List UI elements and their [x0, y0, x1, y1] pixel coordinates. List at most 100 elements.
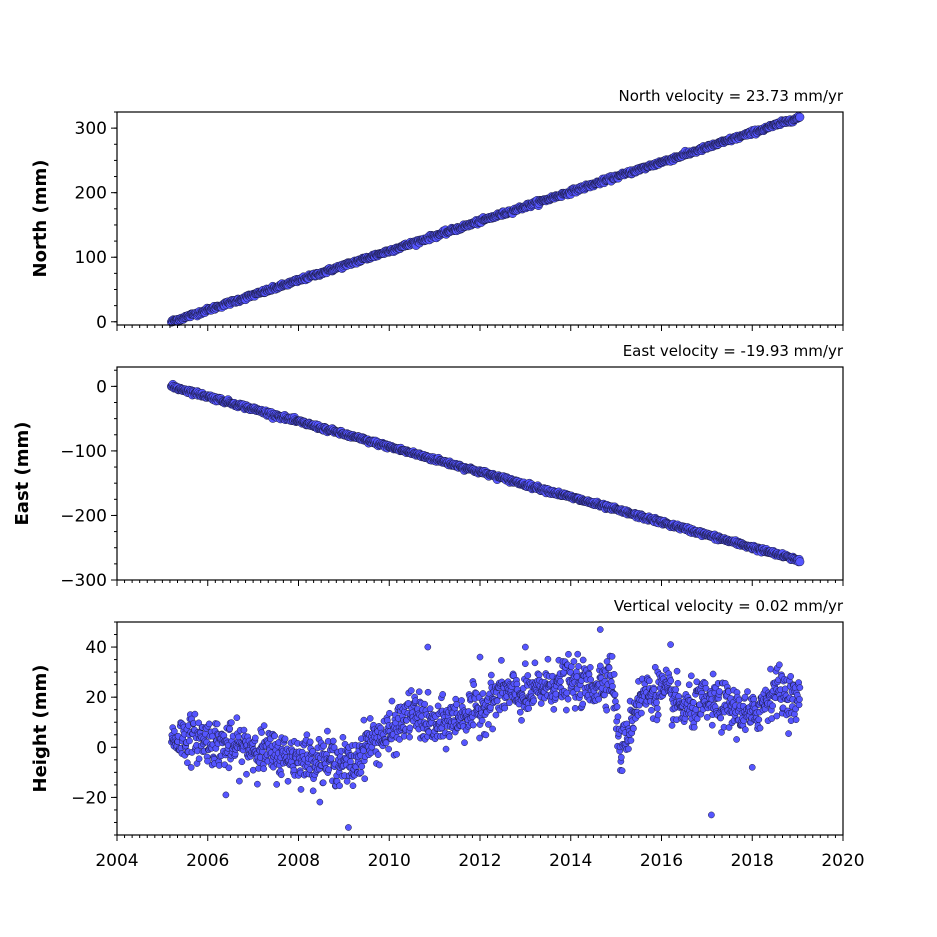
height-data-point [625, 745, 632, 753]
height-data-point [426, 705, 434, 712]
height-data-point [773, 712, 781, 720]
height-data-point [273, 781, 281, 788]
height-data-point [687, 672, 695, 680]
height-data-point [627, 737, 635, 744]
height-data-point [343, 778, 351, 785]
height-outlier-point [345, 824, 352, 831]
height-data-point [744, 688, 751, 695]
height-data-point [586, 664, 594, 671]
height-data-point [518, 716, 525, 724]
height-y-tick-label: 0 [96, 738, 107, 758]
height-data-point [795, 701, 803, 709]
height-data-point [796, 684, 804, 691]
height-data-point [570, 658, 578, 665]
height-data-point [254, 780, 261, 788]
height-data-point [233, 714, 241, 722]
height-data-point [613, 703, 621, 711]
height-data-point [755, 716, 763, 723]
height-data-point [393, 750, 400, 758]
x-tick-label: 2020 [821, 851, 864, 871]
height-data-point [187, 764, 195, 771]
height-data-point [674, 679, 682, 687]
height-scatter-points [168, 626, 804, 831]
height-data-point [339, 733, 347, 741]
height-data-point [238, 758, 246, 766]
height-data-point [654, 711, 662, 719]
height-data-point [235, 733, 242, 741]
height-data-point [646, 677, 653, 685]
north-data-point [795, 112, 805, 122]
height-data-point [260, 765, 268, 773]
height-data-point [537, 700, 545, 707]
east-data-point [795, 557, 805, 567]
height-data-point [236, 777, 243, 785]
height-data-point [386, 709, 393, 717]
height-data-point [271, 732, 278, 740]
east-scatter-points [167, 379, 805, 567]
height-outlier-point [708, 811, 715, 819]
height-data-point [376, 761, 383, 769]
height-data-point [453, 701, 460, 708]
height-data-point [525, 705, 532, 712]
height-data-point [673, 667, 681, 675]
north-y-tick-label: 100 [75, 248, 107, 268]
height-data-point [316, 798, 324, 806]
height-data-point [544, 655, 552, 663]
height-outlier-point [667, 641, 674, 648]
height-data-point [487, 671, 495, 679]
east-y-tick-label: −200 [60, 506, 107, 526]
height-data-point [709, 670, 717, 678]
height-data-point [306, 738, 314, 746]
height-data-point [776, 661, 783, 669]
height-data-point [461, 739, 468, 747]
height-data-point [446, 733, 453, 741]
height-data-point [595, 695, 603, 703]
x-tick-label: 2014 [549, 851, 592, 871]
height-data-point [489, 725, 496, 733]
height-outlier-point [476, 653, 484, 661]
height-data-point [506, 699, 513, 707]
east-y-axis-label: East (mm) [12, 422, 33, 526]
height-data-point [742, 726, 749, 734]
height-outlier-point [522, 643, 529, 651]
height-data-point [191, 710, 199, 718]
height-data-point [550, 706, 558, 713]
height-data-point [277, 771, 285, 779]
height-data-point [424, 688, 432, 696]
height-data-point [603, 706, 610, 714]
height-data-point [349, 782, 357, 790]
height-data-point [579, 700, 587, 708]
height-data-point [361, 775, 369, 783]
height-data-point [690, 723, 698, 731]
east-y-tick-label: 0 [96, 377, 107, 397]
height-y-ticks: −20 0 20 40 [71, 621, 117, 836]
height-y-axis-label: Height (mm) [30, 665, 51, 793]
height-data-point [434, 702, 442, 710]
height-outlier-point [596, 626, 604, 633]
height-data-point [565, 650, 572, 658]
east-panel: 0 −100 −200 −300 East velocity = -19.93 mm/… [12, 342, 844, 591]
height-data-point [320, 742, 327, 750]
height-data-point [608, 653, 616, 660]
height-data-point [653, 699, 660, 706]
height-data-point [357, 769, 365, 776]
north-y-axis-label: North (mm) [30, 160, 51, 278]
height-data-point [243, 770, 250, 778]
height-data-point [225, 764, 233, 772]
height-data-point [205, 720, 213, 728]
height-data-point [717, 714, 725, 722]
height-data-point [557, 678, 564, 685]
height-data-point [563, 689, 571, 697]
x-tick-label: 2018 [731, 851, 774, 871]
height-data-point [439, 691, 447, 698]
height-data-point [470, 681, 478, 688]
height-data-point [228, 719, 235, 726]
height-outlier-point [424, 643, 432, 651]
x-tick-label: 2016 [640, 851, 683, 871]
height-data-point [469, 721, 477, 729]
height-data-point [571, 704, 579, 712]
height-data-point [498, 657, 505, 664]
east-y-tick-label: −100 [60, 442, 107, 462]
north-velocity-title: North velocity = 23.73 mm/yr [619, 87, 844, 105]
height-data-point [609, 682, 616, 690]
